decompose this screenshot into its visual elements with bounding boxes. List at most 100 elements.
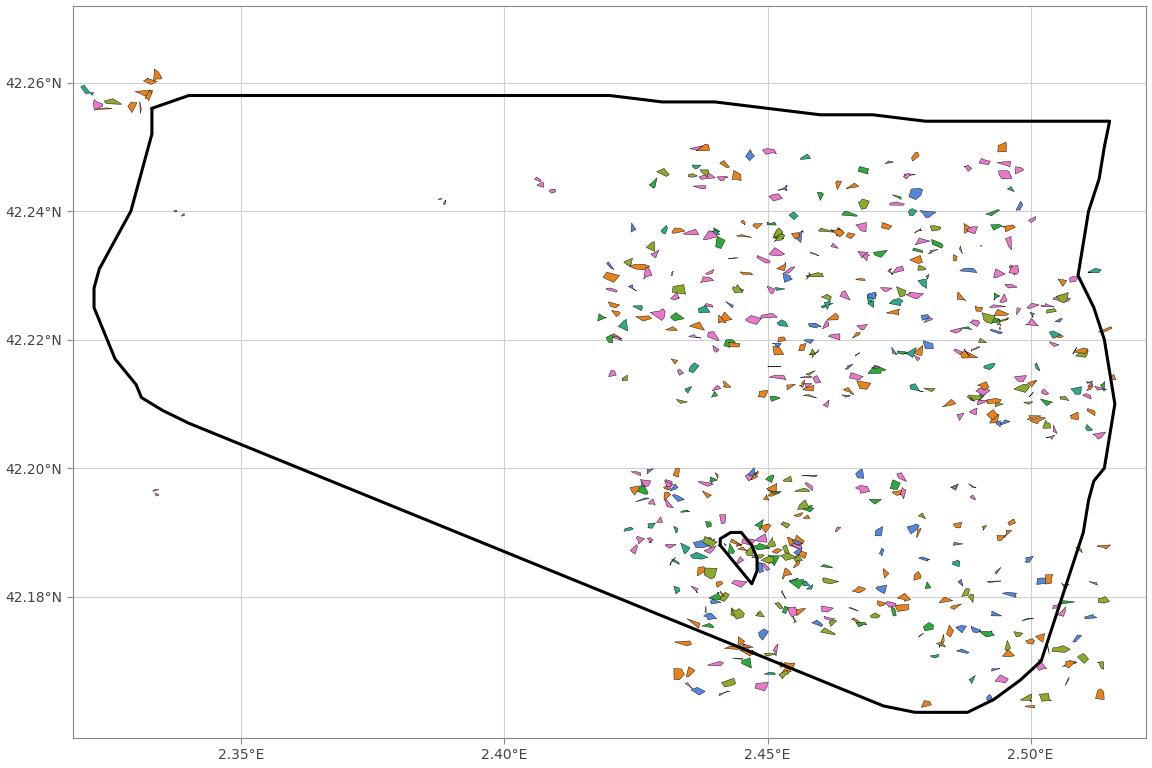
Polygon shape [644,268,652,280]
Polygon shape [1001,420,1010,425]
Polygon shape [767,286,775,294]
Polygon shape [789,580,804,589]
Polygon shape [1040,399,1053,406]
Polygon shape [699,172,715,179]
Polygon shape [821,564,833,568]
Polygon shape [612,310,620,316]
Polygon shape [1096,689,1104,700]
Polygon shape [719,312,733,323]
Polygon shape [770,396,780,402]
Polygon shape [1056,293,1068,303]
Polygon shape [712,391,718,398]
Polygon shape [1029,392,1033,397]
Polygon shape [705,606,706,613]
Polygon shape [995,421,1001,427]
Polygon shape [1030,417,1046,424]
Polygon shape [857,324,867,330]
Polygon shape [649,498,655,505]
Polygon shape [956,649,969,654]
Polygon shape [732,608,744,619]
Polygon shape [776,319,788,326]
Polygon shape [751,471,758,478]
Polygon shape [630,545,637,554]
Polygon shape [793,616,796,622]
Polygon shape [958,579,963,586]
Polygon shape [914,571,922,580]
Polygon shape [755,519,764,530]
Polygon shape [882,569,889,578]
Polygon shape [631,472,641,476]
Polygon shape [835,527,841,531]
Polygon shape [977,382,990,391]
Polygon shape [835,180,842,190]
Polygon shape [694,186,706,189]
Polygon shape [703,624,713,627]
Polygon shape [725,646,740,650]
Polygon shape [1047,644,1049,654]
Polygon shape [1052,646,1070,652]
Polygon shape [925,582,931,588]
Polygon shape [969,408,977,415]
Polygon shape [687,667,695,677]
Polygon shape [712,386,721,391]
Polygon shape [1058,601,1075,604]
Polygon shape [773,346,783,355]
Polygon shape [890,607,896,616]
Polygon shape [636,485,649,495]
Polygon shape [602,272,620,283]
Polygon shape [708,539,714,545]
Polygon shape [783,273,793,283]
Polygon shape [881,223,892,230]
Polygon shape [957,413,964,421]
Polygon shape [1022,618,1033,621]
Polygon shape [752,223,763,229]
Polygon shape [438,198,442,200]
Polygon shape [856,622,866,627]
Polygon shape [803,386,814,391]
Polygon shape [924,388,935,392]
Polygon shape [697,567,707,576]
Polygon shape [1016,201,1023,210]
Polygon shape [1060,396,1069,401]
Polygon shape [857,252,869,258]
Polygon shape [1074,348,1087,354]
Polygon shape [1076,548,1083,553]
Polygon shape [681,510,690,512]
Polygon shape [703,536,718,548]
Polygon shape [806,584,813,589]
Polygon shape [801,376,812,378]
Polygon shape [1015,376,1026,382]
Polygon shape [857,381,871,389]
Polygon shape [742,657,751,668]
Polygon shape [802,581,810,586]
Polygon shape [665,500,673,508]
Polygon shape [888,269,893,275]
Polygon shape [895,604,909,611]
Polygon shape [831,243,839,248]
Polygon shape [764,653,776,656]
Polygon shape [764,524,768,528]
Polygon shape [135,90,152,98]
Polygon shape [598,314,607,321]
Polygon shape [613,333,622,339]
Polygon shape [703,491,712,498]
Polygon shape [869,499,881,505]
Polygon shape [1025,319,1038,326]
Polygon shape [674,668,684,680]
Polygon shape [852,586,865,593]
Polygon shape [794,512,803,517]
Polygon shape [971,346,979,352]
Polygon shape [803,395,817,398]
Polygon shape [987,409,998,420]
Polygon shape [719,691,730,696]
Polygon shape [757,256,770,263]
Polygon shape [836,227,842,236]
Polygon shape [971,626,982,633]
Polygon shape [849,372,864,380]
Polygon shape [947,625,954,637]
Polygon shape [914,346,923,356]
Polygon shape [1097,545,1111,549]
Polygon shape [1058,279,1067,286]
Polygon shape [803,515,810,518]
Polygon shape [1041,389,1048,395]
